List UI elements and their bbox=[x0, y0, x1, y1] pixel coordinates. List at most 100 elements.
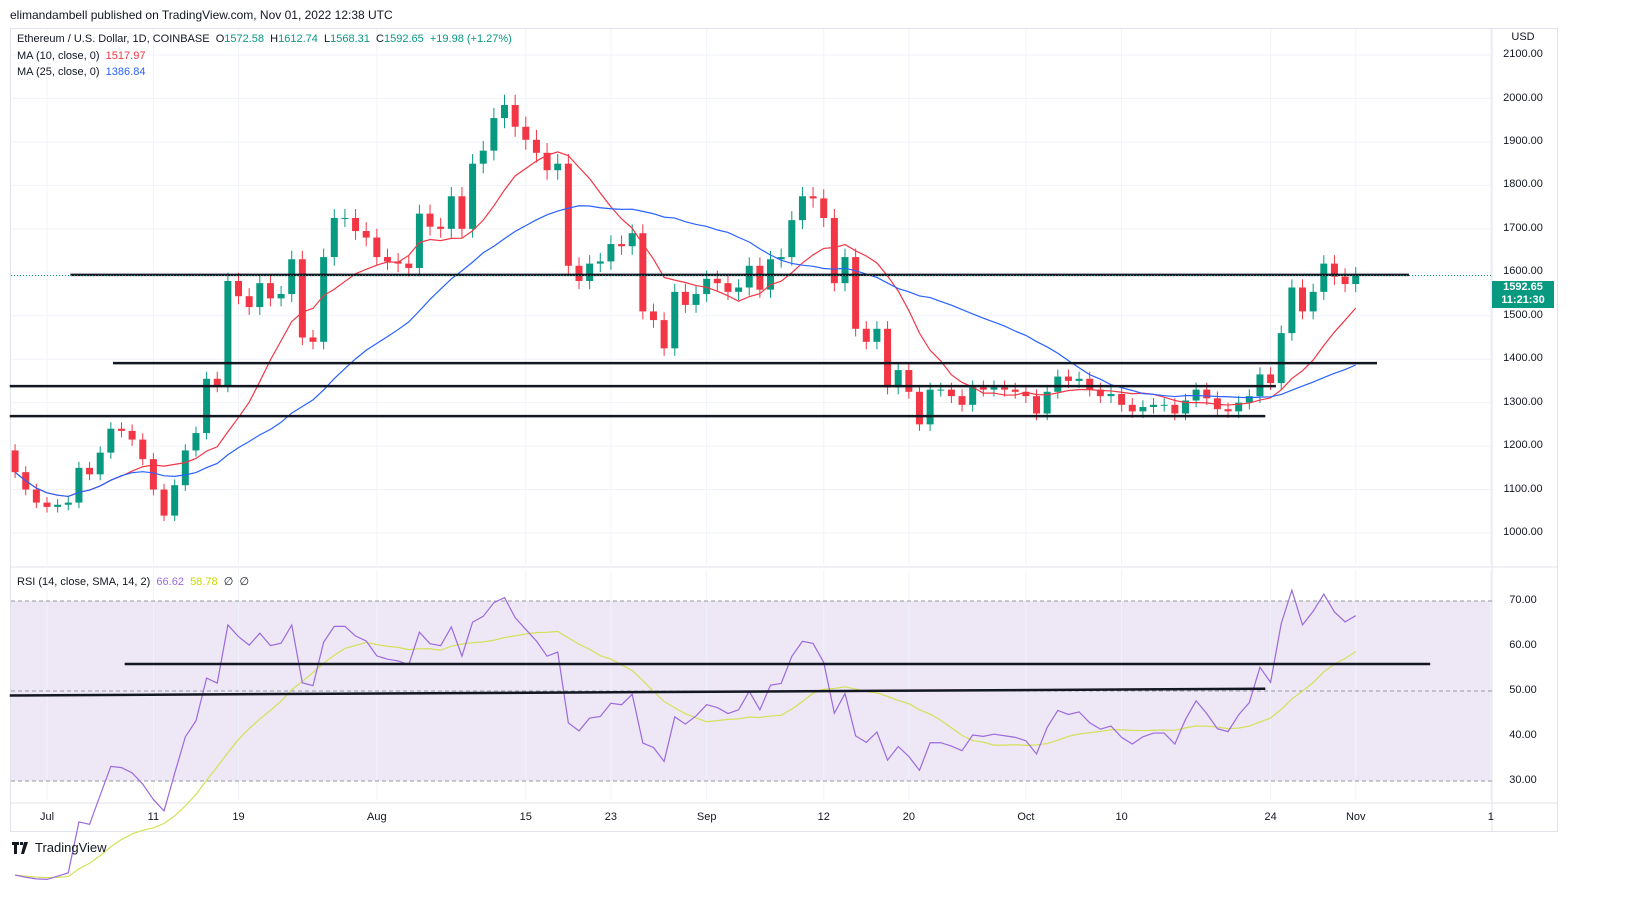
candle-body bbox=[894, 370, 902, 388]
ma25-legend[interactable]: MA (25, close, 0) 1386.84 bbox=[17, 66, 145, 78]
candle-body bbox=[86, 467, 94, 475]
candle-body bbox=[681, 291, 689, 305]
candle-body bbox=[224, 280, 232, 386]
candle bbox=[1043, 384, 1051, 421]
candle-body bbox=[1054, 376, 1062, 392]
candle bbox=[256, 274, 264, 315]
tradingview-footer[interactable]: TradingView bbox=[12, 840, 107, 855]
candle bbox=[139, 433, 147, 466]
candle bbox=[1213, 391, 1221, 416]
candle bbox=[1107, 387, 1115, 403]
candle-body bbox=[1213, 398, 1221, 410]
candle bbox=[54, 499, 62, 513]
candle-body bbox=[649, 311, 657, 321]
candle-body bbox=[309, 337, 317, 342]
candle-body bbox=[884, 328, 892, 388]
candle bbox=[117, 422, 125, 438]
candle bbox=[352, 208, 360, 240]
candle-body bbox=[1341, 276, 1349, 285]
candle-body bbox=[596, 261, 604, 264]
time-tick-label: 12 bbox=[817, 811, 830, 823]
candle-body bbox=[1139, 406, 1147, 412]
time-tick-label: Aug bbox=[367, 811, 387, 823]
candle-body bbox=[75, 467, 83, 503]
candle-body bbox=[820, 198, 828, 218]
candle-body bbox=[139, 439, 147, 460]
candle-body bbox=[947, 389, 955, 397]
candle-body bbox=[1245, 396, 1253, 403]
ma10-legend[interactable]: MA (10, close, 0) 1517.97 bbox=[17, 50, 145, 62]
candle bbox=[1299, 279, 1307, 320]
candle bbox=[1352, 267, 1360, 293]
candle-body bbox=[862, 328, 870, 342]
candle bbox=[798, 187, 806, 230]
candle bbox=[681, 283, 689, 313]
publisher-line: elimandambell published on TradingView.c… bbox=[10, 8, 393, 22]
candle bbox=[181, 444, 189, 491]
candle-body bbox=[554, 163, 562, 171]
rsi-tick-label: 60.00 bbox=[1509, 639, 1537, 651]
rsi-tick-label: 50.00 bbox=[1509, 684, 1537, 696]
candle-body bbox=[1160, 404, 1168, 406]
candle-body bbox=[1086, 378, 1094, 390]
price-tick-label: 2000.00 bbox=[1503, 91, 1543, 104]
time-tick-label: Jul bbox=[39, 811, 55, 823]
candle-body bbox=[160, 489, 168, 516]
candle bbox=[128, 424, 136, 446]
candle-body bbox=[373, 237, 381, 258]
candle bbox=[426, 204, 434, 236]
candle-body bbox=[43, 502, 51, 507]
candle-body bbox=[1330, 263, 1338, 277]
candle-body bbox=[660, 320, 668, 349]
rsi-sma-line bbox=[15, 630, 1357, 879]
candle bbox=[405, 255, 413, 277]
candle bbox=[596, 252, 604, 273]
candle bbox=[1118, 387, 1126, 412]
rsi-tick-label: 40.00 bbox=[1509, 729, 1537, 741]
candle-body bbox=[1033, 396, 1041, 414]
candle-body bbox=[841, 257, 849, 284]
candle-body bbox=[522, 126, 530, 140]
low-value: 1568.31 bbox=[330, 33, 370, 45]
candle-body bbox=[1075, 378, 1083, 381]
candle-body bbox=[777, 257, 785, 260]
rsi-legend[interactable]: RSI (14, close, SMA, 14, 2) 66.62 58.78 … bbox=[17, 575, 249, 588]
candle-body bbox=[330, 217, 338, 258]
time-tick-label: 19 bbox=[232, 811, 245, 823]
candle-body bbox=[1171, 404, 1179, 414]
candle bbox=[873, 321, 881, 350]
candle bbox=[373, 228, 381, 266]
candle-body bbox=[245, 296, 253, 308]
candle-body bbox=[426, 213, 434, 227]
footer-brand: TradingView bbox=[35, 840, 107, 855]
candle-body bbox=[990, 387, 998, 390]
candle bbox=[245, 288, 253, 315]
candle bbox=[298, 250, 306, 346]
price-tick-label: 1100.00 bbox=[1503, 482, 1543, 495]
candle-body bbox=[639, 233, 647, 312]
candle-body bbox=[1128, 404, 1136, 412]
candle-body bbox=[735, 287, 743, 292]
candle-body bbox=[479, 150, 487, 164]
price-tick-label: 1500.00 bbox=[1503, 308, 1543, 321]
candle-body bbox=[171, 485, 179, 516]
candle bbox=[841, 248, 849, 292]
candle bbox=[1128, 398, 1136, 419]
price-tick-label: 1000.00 bbox=[1503, 526, 1543, 538]
candle-body bbox=[873, 328, 881, 342]
candle-body bbox=[745, 265, 753, 288]
high-label: H bbox=[270, 33, 279, 45]
candle-body bbox=[756, 265, 764, 290]
chart-frame bbox=[10, 28, 1558, 832]
candle-body bbox=[213, 378, 221, 386]
candle-body bbox=[618, 244, 626, 247]
candle-body bbox=[1001, 387, 1009, 390]
candle-body bbox=[564, 163, 572, 266]
candle bbox=[383, 248, 391, 270]
candle bbox=[554, 154, 562, 180]
time-tick-label: Oct bbox=[1017, 811, 1035, 823]
candle bbox=[809, 187, 817, 208]
price-tick-label: 1400.00 bbox=[1503, 352, 1543, 365]
candle bbox=[979, 380, 987, 397]
